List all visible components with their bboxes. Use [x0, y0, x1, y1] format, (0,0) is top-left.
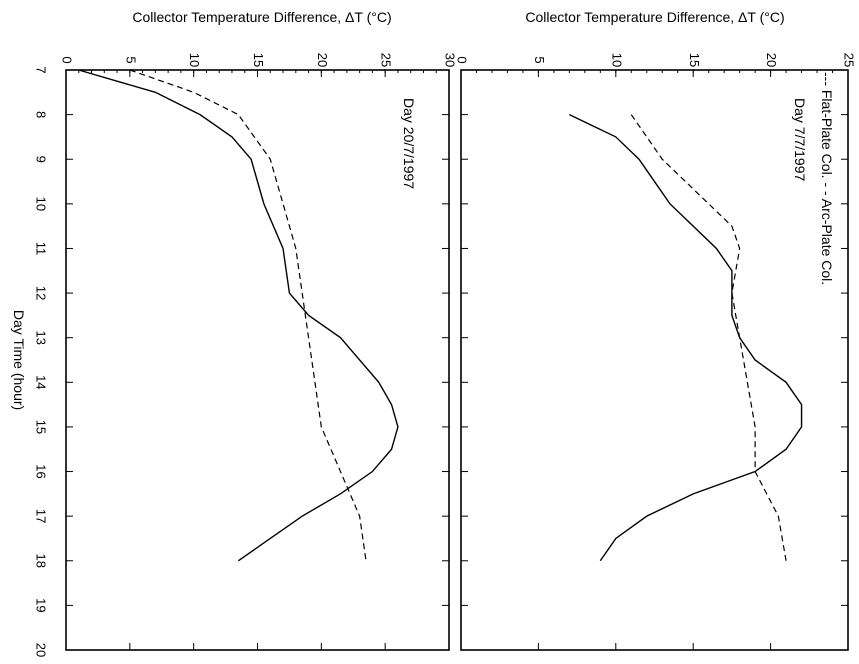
- value-tick-label: 20: [315, 53, 330, 67]
- time-tick-label: 18: [34, 554, 49, 568]
- time-tick-label: 11: [34, 242, 49, 256]
- value-tick-label: 15: [687, 53, 702, 67]
- time-axis-label: Day Time (hour): [11, 310, 27, 410]
- time-tick-label: 16: [34, 464, 49, 478]
- value-tick-label: 25: [379, 53, 394, 67]
- value-axis-label: Collector Temperature Difference, ΔT (°C…: [132, 9, 391, 25]
- value-tick-label: 5: [123, 56, 138, 63]
- panel-title: Day 20/7/1997: [401, 98, 417, 189]
- value-tick-label: 20: [764, 53, 779, 67]
- time-tick-label: 9: [34, 156, 49, 163]
- time-tick-label: 14: [34, 375, 49, 389]
- time-tick-label: 7: [34, 66, 49, 73]
- time-tick-label: 13: [34, 330, 49, 344]
- value-tick-label: 10: [187, 53, 202, 67]
- value-tick-label: 0: [60, 56, 75, 63]
- plot-frame: [460, 69, 849, 651]
- value-tick-label: 5: [532, 56, 547, 63]
- chart-panel-1: 0 5 10 15 20 25 30 7 8 9 10 11 12 13 14 15 16 17 18 19 20 Day…: [11, 9, 458, 657]
- value-axis-label: Collector Temperature Difference, ΔT (°C…: [525, 9, 784, 25]
- value-tick-label: 10: [609, 53, 624, 67]
- value-tick-label: 15: [251, 53, 266, 67]
- time-tick-label: 20: [34, 643, 49, 657]
- series-line-2: [129, 69, 367, 561]
- time-tick-label: 12: [34, 286, 49, 300]
- series-line-2: [630, 114, 787, 561]
- time-tick-label: 15: [34, 420, 49, 434]
- plot-frame: [65, 69, 450, 651]
- time-tick-label: 10: [34, 197, 49, 211]
- panel-title: Day 7/7/1997: [792, 98, 808, 181]
- time-tick-label: 17: [34, 509, 49, 523]
- value-tick-label: 0: [455, 56, 470, 63]
- value-tick-label: 25: [842, 53, 857, 67]
- value-tick-label: 30: [443, 53, 458, 67]
- time-tick-label: 19: [34, 598, 49, 612]
- chart-panel-2: 0 5 10 15 20 25 Day 7/7/1997 Collector Temperat…: [455, 9, 857, 651]
- series-line-1: [78, 69, 399, 562]
- time-tick-label: 8: [34, 111, 49, 118]
- legend: --- Flat-Plate Col. - - Arc-Plate Col.: [819, 72, 835, 285]
